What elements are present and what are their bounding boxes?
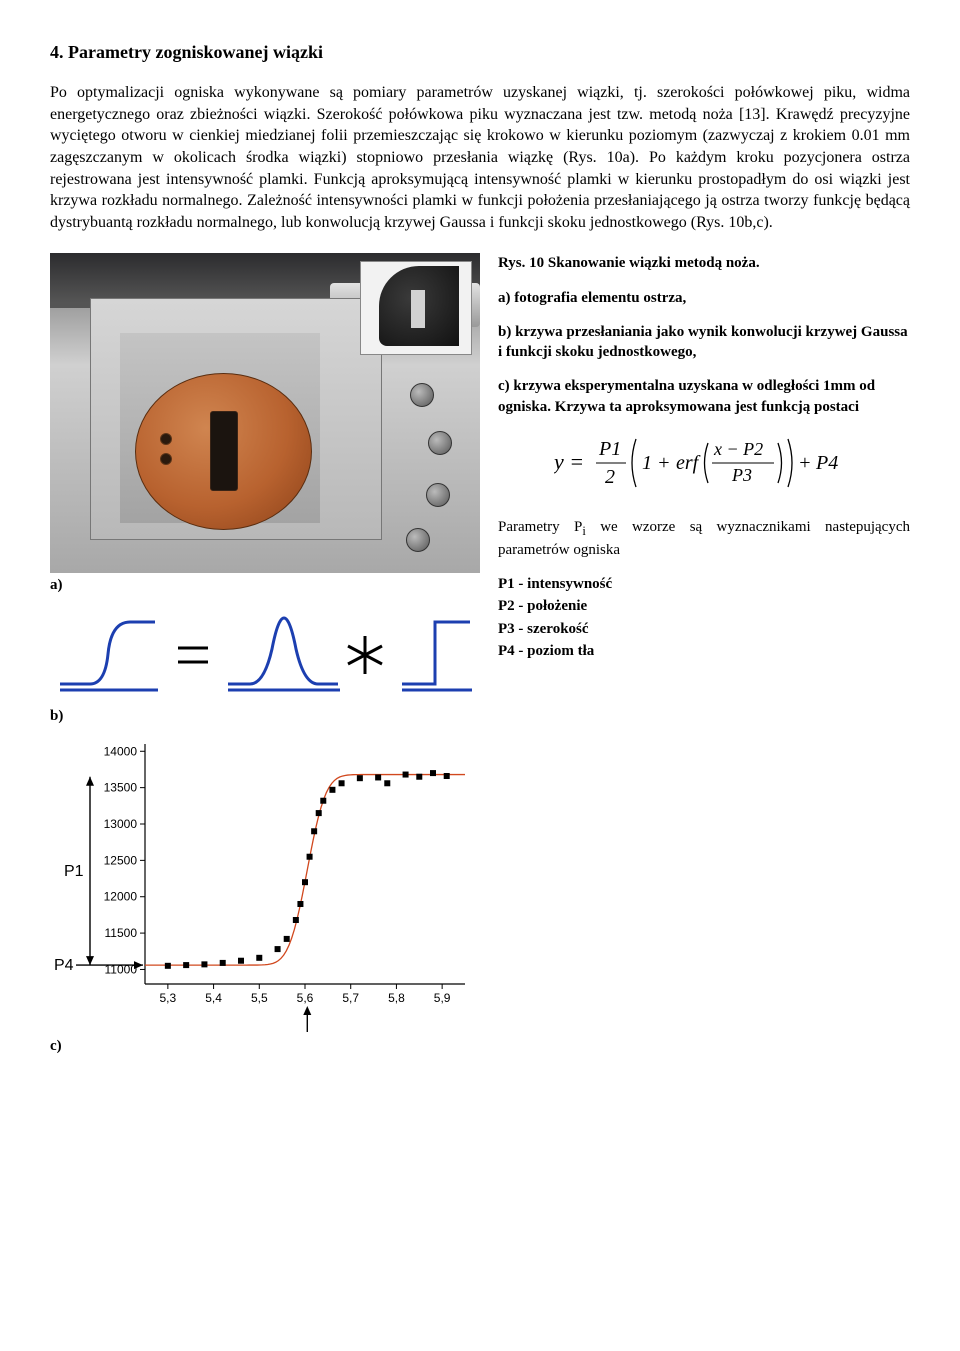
section-heading: 4. Parametry zogniskowanej wiązki	[50, 40, 910, 64]
svg-text:5,5: 5,5	[251, 991, 268, 1005]
svg-text:P1: P1	[64, 863, 84, 880]
svg-text:5,6: 5,6	[297, 991, 314, 1005]
fit-formula: y = P1 2 1 + erf x − P2 P3 + P4	[498, 431, 910, 499]
svg-text:14000: 14000	[104, 744, 138, 758]
param-description: Parametry Pi we wzorze są wyznacznikami …	[498, 517, 910, 560]
svg-text:5,4: 5,4	[205, 991, 222, 1005]
param-desc-part1: Parametry P	[498, 519, 582, 535]
experimental-curve-chart: 110001150012000125001300013500140005,35,…	[50, 734, 480, 1034]
param-p1: P1 - intensywność	[498, 574, 910, 594]
subfig-label-c: c)	[50, 1036, 480, 1056]
figure-row: a)	[50, 253, 910, 1064]
svg-text:P2: P2	[297, 1033, 317, 1034]
svg-text:P4: P4	[54, 957, 74, 974]
svg-text:2: 2	[605, 466, 615, 488]
svg-text:13500: 13500	[104, 781, 138, 795]
svg-text:5,8: 5,8	[388, 991, 405, 1005]
body-paragraph: Po optymalizacji ogniska wykonywane są p…	[50, 82, 910, 233]
svg-text:12500: 12500	[104, 853, 138, 867]
figure-left-column: a)	[50, 253, 480, 1064]
param-p4: P4 - poziom tła	[498, 641, 910, 661]
subfig-label-a: a)	[50, 575, 480, 595]
svg-text:erf: erf	[676, 452, 701, 474]
svg-text:12000: 12000	[104, 890, 138, 904]
svg-text:11500: 11500	[105, 926, 138, 940]
svg-text:P1: P1	[598, 438, 621, 460]
caption-b: b) krzywa przesłaniania jako wynik konwo…	[498, 322, 910, 363]
svg-text:13000: 13000	[104, 817, 138, 831]
caption-c: c) krzywa eksperymentalna uzyskana w odl…	[498, 376, 910, 417]
caption-a: a) fotografia elementu ostrza,	[498, 288, 910, 308]
knife-edge-photo	[50, 253, 480, 573]
svg-text:+: +	[798, 452, 812, 474]
svg-text:5,3: 5,3	[160, 991, 177, 1005]
param-p3: P3 - szerokość	[498, 619, 910, 639]
subfig-label-b: b)	[50, 706, 480, 726]
svg-text:y =: y =	[554, 449, 584, 474]
convolution-sketch	[50, 604, 480, 704]
svg-text:5,7: 5,7	[342, 991, 359, 1005]
svg-text:P3: P3	[731, 465, 752, 485]
svg-text:x − P2: x − P2	[713, 439, 763, 459]
parameter-list: P1 - intensywność P2 - położenie P3 - sz…	[498, 574, 910, 661]
svg-text:P4: P4	[815, 452, 838, 474]
photo-inset	[360, 261, 472, 355]
figure-title: Rys. 10 Skanowanie wiązki metodą noża.	[498, 253, 910, 273]
svg-text:5,9: 5,9	[434, 991, 451, 1005]
figure-caption-column: Rys. 10 Skanowanie wiązki metodą noża. a…	[498, 253, 910, 1064]
param-p2: P2 - położenie	[498, 596, 910, 616]
svg-text:1 +: 1 +	[642, 452, 671, 474]
